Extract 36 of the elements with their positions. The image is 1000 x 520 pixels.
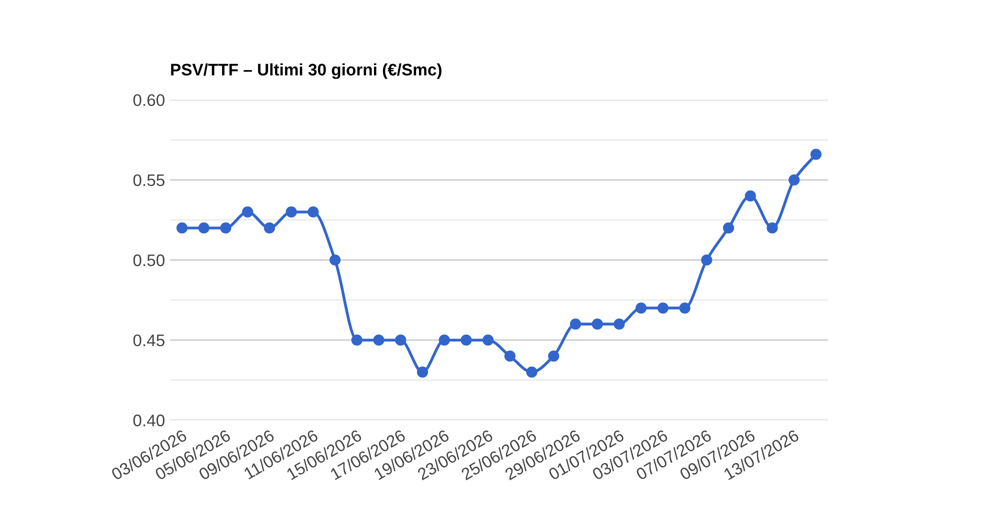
point [679, 302, 690, 314]
point [788, 174, 800, 186]
point [548, 350, 560, 362]
point [198, 222, 210, 234]
point [264, 222, 276, 234]
point [722, 222, 734, 234]
point [592, 318, 603, 330]
point [416, 366, 428, 378]
point [329, 254, 341, 266]
y-tick-label: 0.45 [133, 334, 164, 346]
point [526, 366, 538, 378]
point [395, 334, 406, 346]
point [373, 334, 384, 346]
point [744, 190, 756, 202]
point [482, 334, 494, 346]
point [242, 206, 254, 218]
point [701, 254, 712, 266]
point [308, 206, 319, 218]
y-tick-label: 0.40 [133, 414, 164, 426]
point [351, 334, 362, 346]
point [657, 302, 669, 314]
point [286, 206, 297, 218]
point [438, 334, 450, 346]
point [570, 318, 582, 330]
point [176, 222, 188, 234]
point [220, 222, 232, 234]
point [614, 318, 625, 330]
point [460, 334, 472, 346]
y-tick-label: 0.55 [133, 174, 164, 186]
point [636, 302, 647, 314]
point [504, 350, 516, 362]
y-tick-label: 0.60 [133, 94, 164, 106]
point [810, 148, 822, 160]
y-tick-label: 0.50 [133, 254, 164, 266]
chart-title: PSV/TTF – Ultimi 30 giorni (€/Smc) [171, 63, 442, 79]
point [766, 222, 778, 234]
